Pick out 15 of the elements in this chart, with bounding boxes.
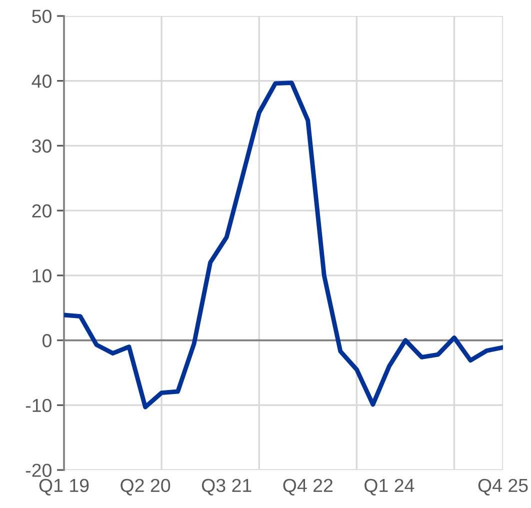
x-tick-label: Q4 25 — [478, 478, 528, 496]
y-tick-label: -20 — [26, 464, 52, 477]
y-tick-label: 20 — [32, 204, 52, 218]
y-tick-label: 10 — [32, 269, 52, 282]
x-tick-label: Q3 21 — [202, 478, 252, 496]
y-tick-label: -10 — [26, 398, 52, 412]
y-tick-label: 40 — [32, 74, 52, 88]
line-series — [64, 80, 503, 410]
x-tick-label: Q1 24 — [364, 478, 414, 496]
y-tick-label: 30 — [32, 139, 52, 153]
y-tick-label: 0 — [42, 334, 52, 348]
y-tick-label: 50 — [32, 10, 52, 23]
x-tick-label: Q4 22 — [283, 478, 332, 496]
x-tick-label: Q1 19 — [39, 478, 89, 496]
x-tick-label: Q2 20 — [120, 478, 170, 496]
